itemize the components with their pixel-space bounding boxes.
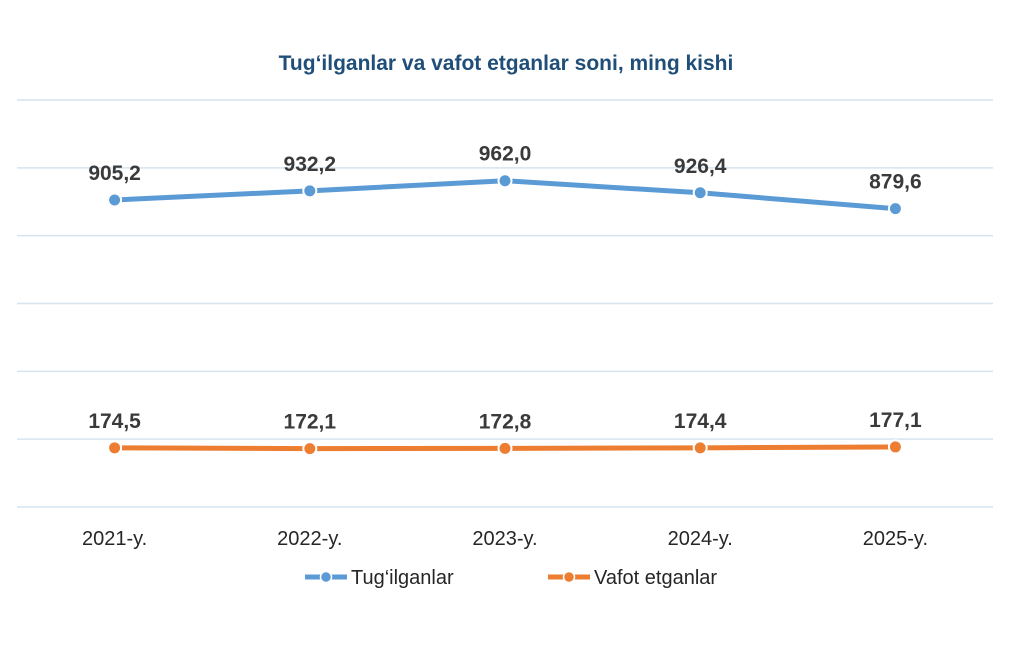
data-point-deaths	[887, 439, 903, 455]
data-label-deaths: 174,4	[674, 410, 727, 433]
data-point-deaths	[302, 441, 318, 457]
x-tick-label: 2021-y.	[82, 528, 147, 550]
series-group	[107, 173, 903, 457]
data-label-deaths: 174,5	[88, 410, 141, 433]
data-point-births	[107, 192, 123, 208]
x-tick-label: 2025-y.	[863, 528, 928, 550]
data-point-births	[887, 201, 903, 217]
data-label-births: 962,0	[479, 143, 532, 166]
legend: Tug‘ilganlar Vafot etganlar	[305, 567, 717, 589]
legend-label-deaths: Vafot etganlar	[594, 567, 717, 589]
x-tick-label: 2024-y.	[668, 528, 733, 550]
data-point-deaths	[692, 440, 708, 456]
data-label-deaths: 177,1	[869, 409, 922, 432]
data-label-births: 879,6	[869, 171, 922, 194]
x-tick-label: 2023-y.	[472, 528, 537, 550]
data-point-deaths	[497, 440, 513, 456]
x-axis: 2021-y. 2022-y. 2023-y. 2024-y. 2025-y.	[82, 528, 928, 550]
data-label-births: 905,2	[88, 162, 141, 185]
x-tick-label: 2022-y.	[277, 528, 342, 550]
data-label-births: 932,2	[284, 153, 337, 176]
data-labels: 905,2 932,2 962,0 926,4 879,6 174,5 172,1 172,8…	[88, 143, 922, 434]
legend-label-births: Tug‘ilganlar	[351, 567, 454, 589]
chart-title: Tug‘ilganlar va vafot etganlar soni, min…	[279, 52, 734, 75]
grid-lines	[17, 99, 993, 508]
data-label-births: 926,4	[674, 155, 727, 178]
data-point-births	[302, 183, 318, 199]
legend-marker-deaths	[562, 570, 576, 584]
data-point-deaths	[107, 440, 123, 456]
data-label-deaths: 172,8	[479, 410, 532, 433]
data-point-births	[497, 173, 513, 189]
data-label-deaths: 172,1	[284, 411, 337, 434]
legend-marker-births	[319, 570, 333, 584]
data-point-births	[692, 185, 708, 201]
